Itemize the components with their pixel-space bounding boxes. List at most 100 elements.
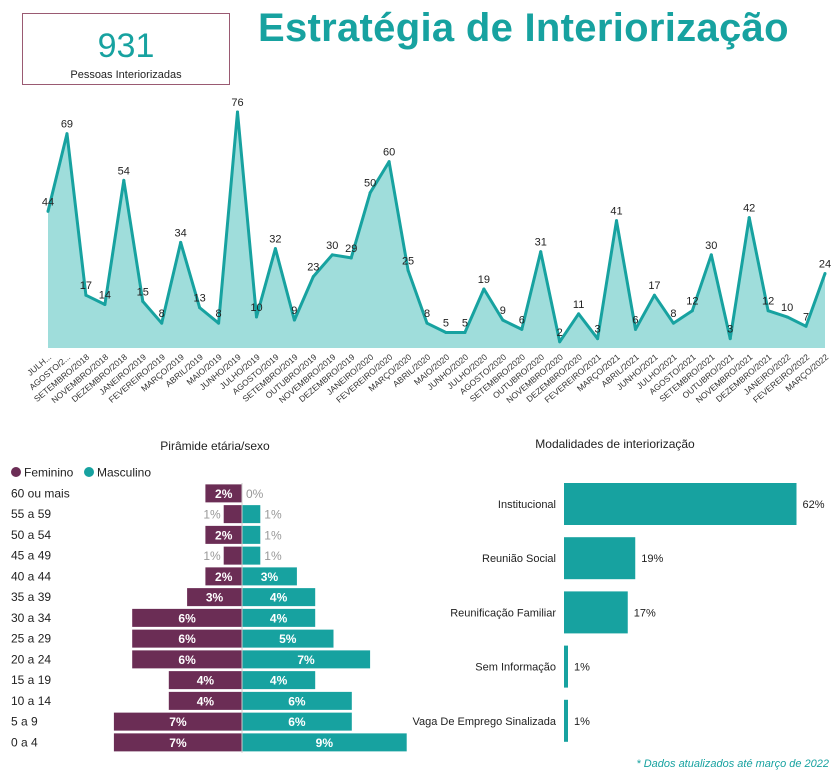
age-group-label: 0 a 4: [11, 735, 38, 749]
legend-swatch-feminino: [11, 467, 21, 477]
modalidade-value: 17%: [634, 607, 656, 619]
modalidade-bar: [564, 699, 568, 742]
data-point: [103, 303, 107, 307]
data-point: [520, 327, 524, 331]
bar-masculino: [242, 588, 316, 607]
data-label: 25: [402, 255, 414, 267]
modalidade-label: Vaga De Emprego Sinalizada: [413, 716, 557, 728]
age-group-label: 25 a 29: [11, 632, 51, 646]
kpi-card: 931 Pessoas Interiorizadas: [22, 13, 230, 85]
bar-feminino: [223, 505, 242, 524]
modalidade-label: Institucional: [498, 499, 556, 511]
data-label-feminino: 6%: [178, 632, 196, 646]
data-point: [65, 132, 69, 136]
data-point: [236, 110, 240, 114]
bar-feminino: [168, 691, 242, 710]
data-label: 3: [727, 324, 733, 336]
data-label-feminino: 1%: [203, 549, 221, 563]
data-label-feminino: 4%: [197, 674, 215, 688]
data-label: 9: [291, 305, 297, 317]
data-label-feminino: 3%: [206, 591, 224, 605]
data-label: 10: [781, 302, 793, 314]
data-point: [596, 337, 600, 341]
bar-masculino: [242, 546, 261, 565]
data-label: 24: [819, 258, 831, 270]
data-label-masculino: 3%: [261, 570, 279, 584]
data-point: [349, 256, 353, 260]
data-point: [804, 324, 808, 328]
data-point: [633, 327, 637, 331]
bar-masculino: [242, 650, 371, 669]
data-label: 19: [478, 274, 490, 286]
bar-masculino: [242, 505, 261, 524]
data-point: [217, 321, 221, 325]
bar-feminino: [223, 546, 242, 565]
data-label: 32: [269, 234, 281, 246]
data-point: [539, 250, 543, 254]
modalidade-bar: [564, 591, 628, 634]
data-point: [273, 247, 277, 251]
data-point: [198, 306, 202, 310]
data-label: 34: [175, 227, 187, 239]
data-label: 69: [61, 119, 73, 131]
bar-masculino: [242, 608, 316, 627]
bar-masculino: [242, 671, 316, 690]
data-point: [785, 315, 789, 319]
data-label: 10: [250, 302, 262, 314]
modalidade-bar: [564, 645, 568, 688]
age-group-label: 50 a 54: [11, 528, 51, 542]
data-label: 54: [118, 165, 130, 177]
bar-feminino: [205, 567, 242, 586]
data-point: [463, 330, 467, 334]
data-label: 3: [595, 324, 601, 336]
data-label: 5: [462, 317, 468, 329]
bar-masculino: [242, 629, 334, 648]
data-label-masculino: 1%: [264, 549, 282, 563]
data-point: [368, 191, 372, 195]
data-label: 12: [762, 296, 774, 308]
kpi-value: 931: [97, 27, 155, 65]
data-label: 60: [383, 147, 395, 159]
data-label-masculino: 4%: [270, 674, 288, 688]
bar-feminino: [187, 588, 242, 607]
bar-feminino: [113, 733, 243, 752]
data-point: [690, 309, 694, 313]
data-label-feminino: 2%: [215, 528, 233, 542]
data-label: 50: [364, 178, 376, 190]
data-label-feminino: 7%: [169, 715, 187, 729]
modalidades-title: Modalidades de interiorização: [535, 437, 695, 451]
data-point: [558, 340, 562, 344]
data-point: [444, 330, 448, 334]
data-label-masculino: 6%: [288, 715, 306, 729]
data-label: 17: [648, 280, 660, 292]
bar-feminino: [168, 671, 242, 690]
bar-feminino: [132, 608, 242, 627]
data-label-masculino: 5%: [279, 632, 297, 646]
data-label: 14: [99, 290, 111, 302]
data-label: 30: [326, 240, 338, 252]
data-label: 17: [80, 280, 92, 292]
data-label-feminino: 7%: [169, 736, 187, 750]
data-label-feminino: 6%: [178, 653, 196, 667]
kpi-label: Pessoas Interiorizadas: [70, 69, 182, 81]
data-label-feminino: 2%: [215, 487, 233, 501]
data-point: [84, 293, 88, 297]
data-point: [482, 287, 486, 291]
modalidade-bar: [564, 483, 797, 525]
data-label: 8: [215, 308, 221, 320]
data-label: 2: [557, 327, 563, 339]
data-point: [292, 318, 296, 322]
age-group-label: 45 a 49: [11, 549, 51, 563]
data-point: [425, 321, 429, 325]
page-title: Estratégia de Interiorização: [258, 6, 789, 50]
data-label: 6: [632, 314, 638, 326]
data-label: 8: [670, 308, 676, 320]
data-label-feminino: 1%: [203, 508, 221, 522]
data-label: 11: [573, 299, 584, 311]
data-label: 29: [345, 243, 357, 255]
modalidade-label: Reunificação Familiar: [450, 607, 556, 619]
data-point: [615, 219, 619, 223]
bar-masculino: [242, 525, 261, 544]
data-point: [122, 178, 126, 182]
